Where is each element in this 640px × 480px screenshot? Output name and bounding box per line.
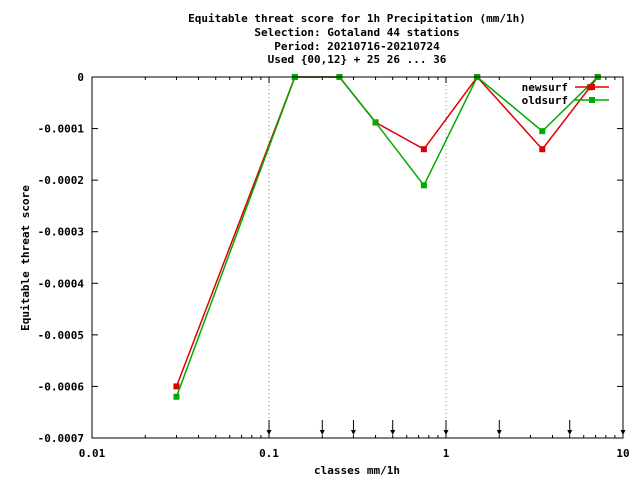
threshold-marker-arrow-4 bbox=[443, 430, 449, 435]
threshold-marker-arrow-1 bbox=[319, 430, 325, 435]
threshold-marker-arrow-5 bbox=[496, 430, 502, 435]
threshold-marker-arrow-0 bbox=[266, 430, 272, 435]
chart-title: Equitable threat score for 1h Precipitat… bbox=[188, 12, 526, 66]
data-point-oldsurf-0 bbox=[173, 393, 180, 400]
y-tick-label-3: -0.0003 bbox=[38, 226, 84, 239]
data-point-oldsurf-4 bbox=[420, 182, 427, 189]
x-tick-label-1: 0.1 bbox=[259, 447, 279, 460]
x-axis: 0.01 0.1 1 10 bbox=[79, 77, 630, 460]
threshold-marker-arrow-3 bbox=[390, 430, 396, 435]
legend-label-newsurf: newsurf bbox=[522, 81, 568, 94]
series-group bbox=[173, 74, 601, 400]
y-tick-label-1: -0.0001 bbox=[38, 123, 85, 136]
threshold-marker-arrow-2 bbox=[350, 430, 356, 435]
x-axis-label: classes mm/1h bbox=[314, 464, 400, 477]
grid bbox=[268, 77, 447, 438]
data-point-oldsurf-3 bbox=[372, 119, 379, 126]
y-axis: 0 -0.0001 -0.0002 -0.0003 -0.0004 -0.0005 -0.0… bbox=[38, 71, 623, 445]
y-tick-label-6: -0.0006 bbox=[38, 380, 85, 393]
threshold-marker-arrow-6 bbox=[567, 430, 573, 435]
series-line-oldsurf bbox=[175, 75, 599, 397]
y-axis-label: Equitable threat score bbox=[19, 185, 32, 331]
legend-marker-oldsurf bbox=[589, 97, 595, 103]
title-line-2: Selection: Gotaland 44 stations bbox=[254, 26, 459, 39]
plot-frame bbox=[91, 76, 624, 439]
y-tick-label-4: -0.0004 bbox=[38, 277, 85, 290]
x-tick-label-0: 0.01 bbox=[79, 447, 106, 460]
y-tick-label-5: -0.0005 bbox=[38, 329, 84, 342]
data-point-newsurf-0 bbox=[173, 383, 180, 390]
data-point-newsurf-6 bbox=[539, 146, 546, 153]
x-tick-label-3: 10 bbox=[616, 447, 629, 460]
legend-label-oldsurf: oldsurf bbox=[522, 94, 568, 107]
data-point-oldsurf-6 bbox=[539, 128, 546, 135]
title-line-1: Equitable threat score for 1h Precipitat… bbox=[188, 12, 526, 25]
y-tick-label-7: -0.0007 bbox=[38, 432, 84, 445]
data-point-newsurf-4 bbox=[420, 146, 427, 153]
threshold-markers bbox=[266, 420, 626, 435]
legend-marker-newsurf bbox=[589, 84, 595, 90]
y-tick-label-0: 0 bbox=[77, 71, 84, 84]
title-line-4: Used {00,12} + 25 26 ... 36 bbox=[268, 53, 447, 66]
series-line-newsurf bbox=[175, 75, 599, 387]
x-tick-label-2: 1 bbox=[443, 447, 450, 460]
title-line-3: Period: 20210716-20210724 bbox=[274, 40, 440, 53]
y-tick-label-2: -0.0002 bbox=[38, 174, 84, 187]
